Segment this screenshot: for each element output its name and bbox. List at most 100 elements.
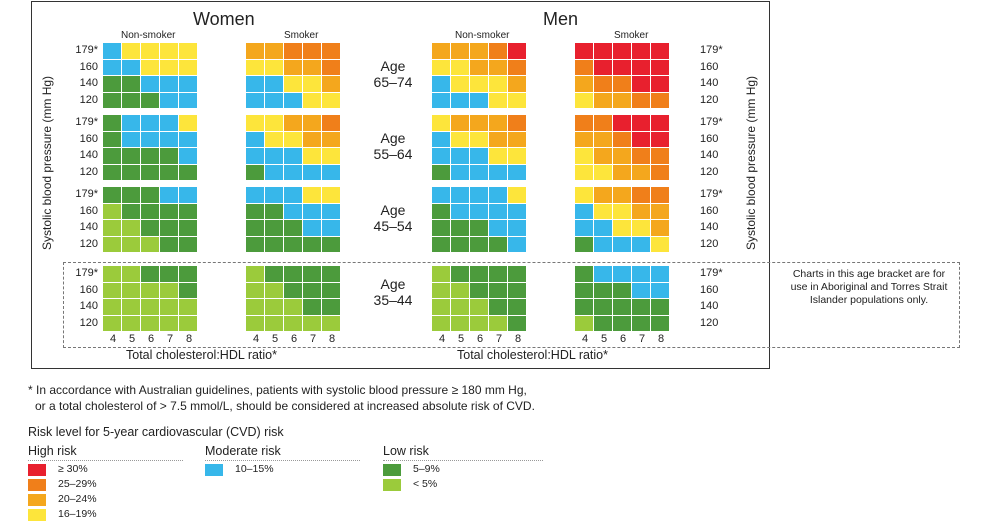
risk-cell [451,59,470,76]
risk-cell [141,92,160,109]
ratio-tick-label: 4 [438,333,446,345]
age-word: Age [380,276,406,292]
footnote-line-1: * In accordance with Australian guidelin… [28,383,527,397]
ratio-tick-label: 6 [476,333,484,345]
y-axis-label-right: Systolic blood pressure (mm Hg) [744,75,758,250]
legend-label: 10–15% [235,463,274,475]
risk-cell [284,187,303,204]
risk-cell [451,148,470,165]
risk-cell [632,187,651,204]
risk-cell [594,76,613,93]
bp-tick-label: 160 [700,132,719,145]
risk-cell [160,299,179,316]
bp-tick-label: 140 [79,77,98,89]
ratio-tick-label: 5 [271,333,279,345]
risk-cell [141,187,160,204]
risk-cell [284,115,303,132]
risk-cell [246,43,265,60]
risk-cell [284,203,303,220]
risk-cell [575,282,594,299]
risk-cell [489,282,508,299]
risk-cell [246,92,265,109]
risk-cell [508,187,527,204]
risk-cell [432,299,451,316]
risk-cell [489,164,508,181]
risk-cell [303,315,322,332]
risk-cell [103,299,122,316]
risk-cell [322,59,341,76]
risk-cell [632,203,651,220]
risk-cell [160,266,179,283]
risk-cell [303,92,322,109]
risk-cell [179,220,198,237]
risk-cell [265,282,284,299]
risk-cell [651,282,670,299]
ratio-tick-label: 6 [290,333,298,345]
risk-cell [179,187,198,204]
risk-cell [508,164,527,181]
risk-cell [451,315,470,332]
ratio-tick-label: 7 [166,333,174,345]
risk-cell [322,76,341,93]
risk-cell [284,282,303,299]
age-range: 35–44 [373,292,413,308]
risk-cell [103,43,122,60]
risk-cell [265,236,284,253]
risk-cell [470,164,489,181]
risk-cell [470,59,489,76]
legend-swatch [28,494,46,506]
risk-cell [246,266,265,283]
risk-cell [613,76,632,93]
risk-cell [303,131,322,148]
risk-cell [246,236,265,253]
risk-cell [613,203,632,220]
risk-cell [594,148,613,165]
legend-label: ≥ 30% [58,463,88,475]
risk-cell [613,148,632,165]
risk-cell [246,282,265,299]
risk-cell [303,236,322,253]
risk-cell [303,220,322,237]
risk-cell [594,236,613,253]
bp-tick-label: 120 [79,93,98,106]
risk-cell [632,115,651,132]
legend-swatch [28,509,46,521]
risk-cell [632,131,651,148]
risk-cell [303,59,322,76]
bp-tick-label: 120 [700,165,719,178]
risk-cell [651,148,670,165]
risk-cell [508,115,527,132]
risk-cell [613,315,632,332]
risk-cell [451,43,470,60]
risk-cell [246,148,265,165]
risk-cell [103,203,122,220]
risk-cell [322,299,341,316]
risk-cell [303,266,322,283]
risk-cell [265,315,284,332]
risk-cell [651,203,670,220]
age-band-45-54: Age 45–54 [363,202,423,234]
ratio-tick-label: 4 [252,333,260,345]
risk-cell [103,148,122,165]
risk-cell [179,315,198,332]
risk-cell [489,203,508,220]
risk-cell [284,164,303,181]
risk-cell [632,266,651,283]
risk-cell [651,299,670,316]
bp-tick-label: 140 [79,149,98,161]
risk-cell [103,266,122,283]
risk-cell [451,115,470,132]
risk-cell [632,43,651,60]
bp-tick-label: 120 [700,93,719,106]
risk-cell [489,315,508,332]
risk-cell [632,299,651,316]
legend-high-heading: High risk [28,444,77,458]
risk-cell [303,164,322,181]
risk-cell [432,43,451,60]
bp-tick-label: 160 [700,60,719,73]
risk-cell [651,43,670,60]
risk-cell [470,131,489,148]
women-nonsmoker-label: Non-smoker [121,30,176,41]
risk-cell [470,220,489,237]
men-heading: Men [543,9,579,29]
